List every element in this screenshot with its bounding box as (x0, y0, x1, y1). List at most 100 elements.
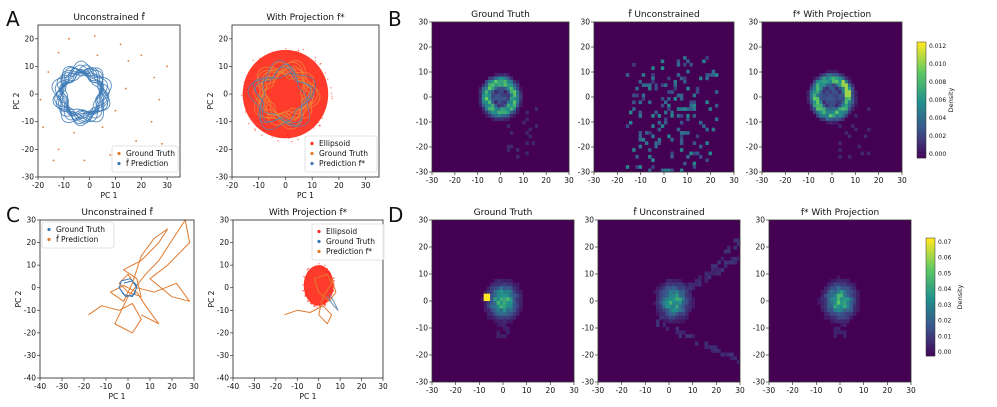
heatmap-cell (714, 345, 718, 350)
heatmap-cell (840, 319, 844, 324)
heatmap-cell (679, 141, 684, 145)
heatmap-cell (500, 107, 504, 111)
heatmap-cell (648, 86, 652, 91)
colorbar-tick: 0.02 (938, 318, 952, 325)
heatmap-cell (689, 103, 693, 108)
legend-box (41, 221, 115, 249)
heatmap-cell (493, 278, 497, 283)
heatmap-cell (486, 286, 491, 291)
heatmap-cell (657, 127, 662, 132)
heatmap-cell (685, 312, 689, 316)
heatmap-cell (823, 315, 828, 320)
series-ellipsoid-point (322, 108, 324, 111)
y-tick-label: -20 (416, 351, 428, 360)
heatmap-cell (832, 97, 836, 101)
heatmap-cell (496, 319, 501, 324)
y-tick-label: 0 (31, 283, 36, 292)
heatmap-cell (678, 308, 683, 313)
heatmap-cell (522, 120, 526, 125)
heatmap-cell (822, 79, 826, 84)
heatmap-cell (509, 110, 514, 115)
heatmap-cell (699, 120, 703, 125)
y-tick-label: 20 (418, 243, 428, 252)
y-tick-label: 10 (584, 270, 594, 279)
heatmap-cell (730, 260, 734, 265)
series-ground-truth-point (161, 142, 163, 145)
heatmap-cell (833, 319, 838, 324)
series-ellipsoid-point (248, 80, 251, 82)
heatmap-cell (733, 356, 738, 361)
heatmap-cell (854, 114, 858, 118)
y-tick-label: 30 (580, 18, 590, 27)
heatmap-cell (692, 114, 697, 118)
colorbar-b-colorbar: 0.012 0.010 0.008 0.006 0.004 0.002 0.000 Densi… (916, 41, 955, 159)
heatmap-cell (481, 83, 486, 88)
colorbar-label: Density (947, 87, 955, 112)
heatmap-cell (836, 282, 841, 287)
heatmap-cell (509, 304, 513, 309)
heatmap-cell (512, 312, 517, 316)
series-ellipsoid-point (282, 136, 284, 138)
heatmap-cell (828, 93, 833, 98)
legend-box (311, 223, 385, 261)
y-tick-label: 10 (755, 270, 765, 279)
heatmap-cell (685, 282, 689, 287)
series-ground-truth-point (96, 54, 99, 57)
heatmap-cell (835, 120, 839, 125)
heatmap-cell (484, 83, 489, 88)
heatmap-cell (686, 154, 690, 159)
x-tick-label: 30 (906, 386, 916, 395)
heatmap-cell (835, 69, 839, 74)
legend-entry: Ellipsoid (319, 139, 350, 148)
heatmap-cell (494, 79, 498, 84)
heatmap-cell (625, 73, 630, 77)
heatmap-cell (657, 114, 662, 118)
heatmap-cell (692, 93, 697, 98)
heatmap-cell (490, 312, 494, 316)
heatmap-cell (660, 97, 665, 101)
series-ellipsoid-point (324, 72, 326, 74)
heatmap-cell (736, 238, 741, 243)
colorbar-segment (917, 82, 926, 86)
y-tick-label: -10 (582, 324, 594, 333)
series-ellipsoid-point (315, 302, 317, 304)
plot-area (817, 275, 860, 339)
series-ellipsoid-point (314, 57, 317, 59)
heatmap-cell (812, 93, 817, 98)
heatmap-cell (512, 83, 517, 88)
series-f-prediction-ring (54, 64, 109, 121)
heatmap-cell (497, 117, 501, 122)
heatmap-cell (493, 315, 497, 320)
heatmap-cell (499, 308, 504, 313)
heatmap-cell (819, 110, 823, 115)
heatmap-cell (499, 297, 504, 302)
series-ground-truth-point (57, 51, 60, 54)
heatmap-cell (659, 301, 663, 305)
heatmap-cell (662, 312, 667, 316)
y-axis-label: PC 2 (14, 290, 23, 307)
colorbar-segment (917, 131, 926, 136)
heatmap-cell (534, 124, 539, 128)
heatmap-cell (515, 293, 520, 298)
heatmap-cell (707, 345, 712, 350)
heatmap-cell (500, 100, 504, 105)
heatmap-cell (673, 86, 677, 91)
x-axis-label: PC 1 (101, 191, 118, 200)
heatmap-cell (503, 282, 507, 287)
heatmap-cell (825, 90, 830, 94)
heatmap-cell (512, 97, 517, 101)
heatmap-cell (672, 293, 676, 298)
heatmap-cell (503, 79, 507, 84)
heatmap-cell (683, 107, 687, 111)
colorbar-segment (917, 97, 926, 101)
colorbar-segment (926, 302, 935, 307)
heatmap-cell (660, 66, 665, 70)
heatmap-cell (641, 93, 646, 98)
heatmap-cell (486, 315, 491, 320)
panel-letter-b: B (388, 7, 402, 31)
heatmap-cell (500, 73, 504, 77)
heatmap-cell (686, 114, 690, 118)
legend-marker (117, 151, 121, 156)
series-ellipsoid-point (305, 275, 308, 277)
